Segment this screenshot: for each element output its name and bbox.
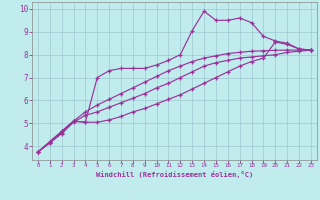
X-axis label: Windchill (Refroidissement éolien,°C): Windchill (Refroidissement éolien,°C) [96,171,253,178]
